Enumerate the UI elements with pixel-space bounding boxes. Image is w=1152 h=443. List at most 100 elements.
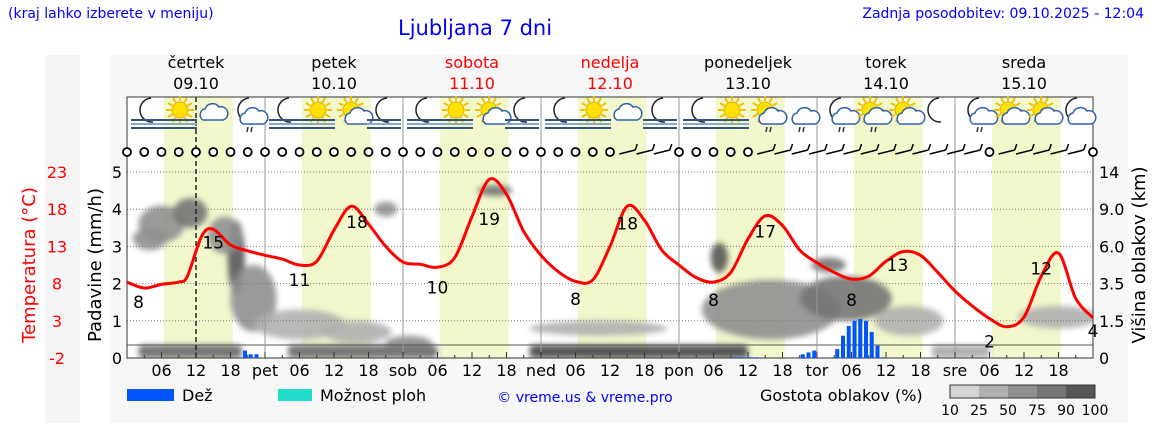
wind-barb-feather [669, 143, 673, 151]
sun-ray [581, 102, 587, 107]
moon-shape [553, 97, 568, 123]
rain-tick-label: 0 [112, 349, 122, 368]
wind-barb-feather [945, 143, 949, 151]
wind-barb-shaft [791, 149, 808, 155]
sun-ray [857, 113, 863, 118]
wind-calm-icon [191, 147, 201, 157]
last-updated: Zadnja posodobitev: 09.10.2025 - 12:04 [862, 6, 1144, 22]
x-hour-label: 18 [496, 361, 516, 380]
x-day-label: pon [664, 361, 694, 380]
low-cloud-band [932, 344, 990, 358]
wind-calm-icon [449, 147, 460, 157]
temperature-label: 4 [1088, 322, 1099, 342]
wind-barb-icon [1050, 143, 1070, 155]
wind-calm-icon [122, 147, 132, 157]
sun-ray [343, 97, 348, 103]
sun-ray [172, 97, 177, 103]
cloud-shape [482, 107, 512, 125]
wind-barb-feather [807, 143, 811, 151]
sun-ray [476, 102, 482, 107]
temperature-label: 15 [202, 234, 224, 254]
wind-barb-shaft [774, 149, 791, 155]
cloud-shape [1001, 107, 1031, 125]
day-name: sobota [445, 53, 499, 72]
moon-shape [139, 97, 154, 123]
wind-calm-icon [346, 147, 357, 157]
rain-bar [841, 335, 845, 358]
x-hour-label: 06 [703, 361, 723, 380]
wind-barb-icon [860, 143, 880, 155]
sun-ray [310, 97, 315, 103]
wind-barb-shaft [929, 149, 946, 155]
wind-barb-feather [876, 143, 880, 151]
x-hour-label: 06 [979, 361, 999, 380]
rain-bar [806, 352, 811, 358]
sun-ray [463, 102, 469, 107]
wind-barb-feather [634, 143, 638, 151]
sun-ray [443, 102, 449, 107]
sun-cloud-icon [1027, 96, 1064, 125]
sun-ray [877, 102, 883, 107]
wind-barb-icon [843, 143, 863, 155]
moon-cloud-rain-icon [967, 97, 999, 133]
temp-tick-label: 23 [47, 163, 67, 182]
sun-ray [183, 97, 188, 103]
wind-barb-shaft [757, 149, 774, 155]
x-hour-label: 12 [1014, 361, 1034, 380]
sun-ray [459, 97, 464, 103]
wind-calm-icon [605, 147, 615, 157]
low-cloud-band [288, 344, 438, 358]
wind-barb-feather [1031, 143, 1035, 151]
wind-calm-icon [484, 147, 495, 157]
temp-tick-label: 8 [52, 275, 62, 294]
moon-fog-icon [545, 97, 579, 129]
daylight-band [439, 97, 509, 358]
sun-ray [724, 97, 729, 103]
sun-ray [338, 102, 344, 107]
sun-ray [768, 97, 773, 103]
sun-fog-icon [439, 96, 473, 129]
wind-calm-icon [156, 147, 167, 157]
cloud-shape [863, 107, 893, 125]
wind-calm-icon [743, 147, 753, 157]
x-hour-label: 18 [358, 361, 378, 380]
legend-density-tick: 10 [941, 403, 959, 419]
x-day-label: sob [389, 361, 417, 380]
cloud-shape [1067, 107, 1097, 125]
wind-calm-icon [294, 147, 305, 157]
rain-axis-title: Padavine (mm/h) [85, 188, 106, 342]
sun-ray [739, 113, 745, 118]
wind-calm-icon [725, 147, 736, 157]
moon-fog-icon [407, 97, 441, 129]
wind-barb-feather [1014, 143, 1018, 151]
rain-drop [765, 126, 768, 133]
day-date: 15.10 [1001, 74, 1047, 93]
sun-disc [171, 101, 189, 119]
wind-calm-icon [311, 147, 322, 157]
legend-density-tick: 100 [1082, 403, 1109, 419]
sun-fog-icon [163, 96, 197, 129]
sun-ray [597, 97, 602, 103]
wind-barb-shaft [1015, 149, 1033, 155]
sun-cloud-rain-icon [751, 96, 788, 133]
rain-bar [737, 357, 742, 358]
wind-barb-icon [895, 143, 914, 155]
rain-bar [754, 357, 759, 358]
wind-barb-feather [1065, 143, 1070, 151]
legend-density-tick: 90 [1057, 403, 1075, 419]
cloud-height-tick-label: 9.0 [1099, 200, 1124, 219]
day-name: nedelja [581, 53, 640, 72]
wind-barb-shaft [653, 149, 670, 155]
sun-disc [723, 101, 741, 119]
moon-fog-icon [505, 97, 539, 129]
x-hour-label: 18 [910, 361, 930, 380]
wind-barb-shaft [895, 149, 912, 155]
sun-ray [358, 102, 364, 107]
cloud-shape [758, 107, 788, 125]
x-day-label: pet [252, 361, 278, 380]
wind-barb-icon [929, 143, 949, 155]
x-hour-label: 12 [186, 361, 206, 380]
moon-fog-icon [683, 97, 717, 129]
wind-barb-feather [651, 143, 656, 151]
temperature-label: 12 [1030, 260, 1052, 280]
